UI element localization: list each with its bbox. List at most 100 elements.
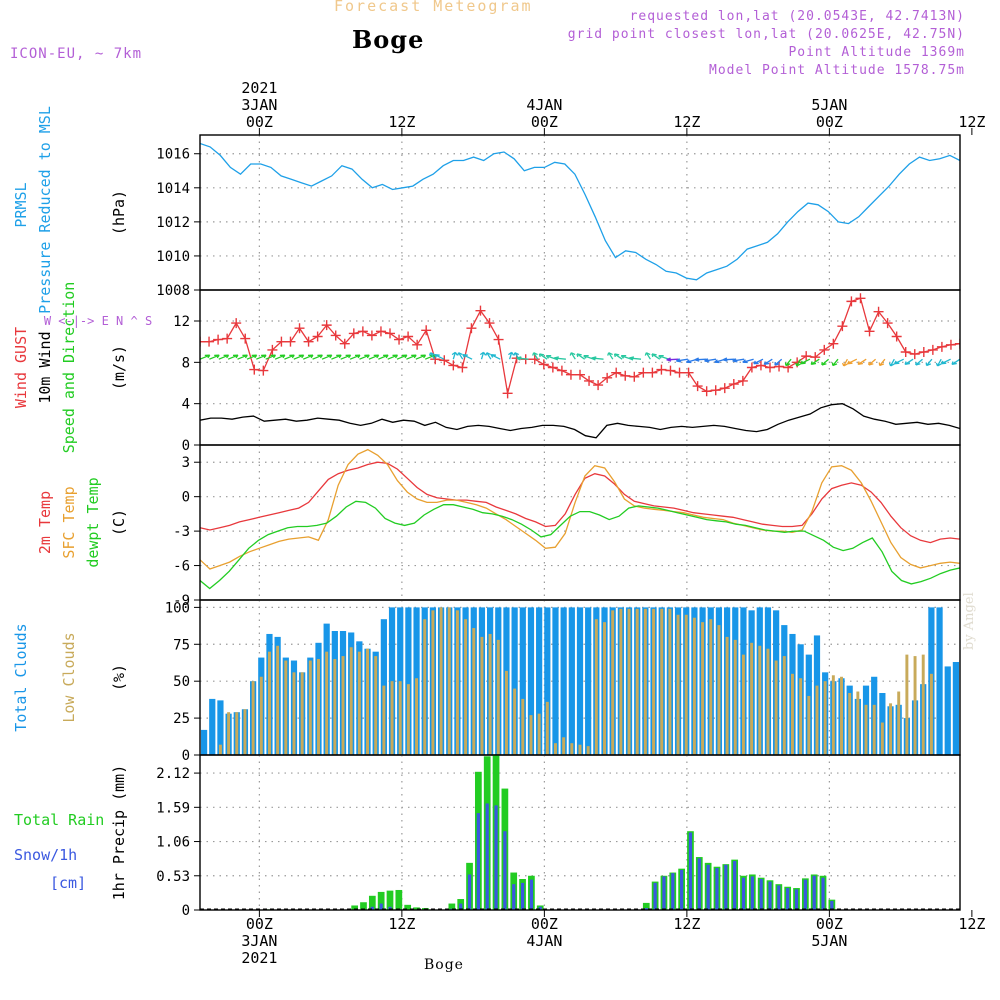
wind-direction-arrow bbox=[857, 358, 867, 366]
precip-bar-total-rain bbox=[395, 889, 403, 910]
clouds-bar-low-clouds bbox=[317, 659, 320, 755]
gust-marker bbox=[330, 330, 341, 341]
clouds-bar-low-clouds bbox=[545, 701, 549, 755]
gust-marker bbox=[918, 347, 929, 357]
clouds-bar-low-clouds bbox=[823, 681, 827, 755]
gust-marker bbox=[394, 334, 405, 345]
gust-marker bbox=[683, 367, 694, 378]
gust-marker bbox=[855, 293, 866, 304]
precip-bar-snow-1h bbox=[671, 873, 675, 910]
wind-direction-arrow bbox=[265, 354, 277, 360]
clouds-bar-low-clouds bbox=[652, 608, 656, 755]
temp-y-tick-label: -9 bbox=[173, 593, 190, 609]
wind-grid bbox=[200, 290, 960, 445]
gust-marker bbox=[755, 360, 766, 371]
wind-direction-arrow bbox=[675, 358, 688, 363]
wind-direction-arrow bbox=[553, 356, 566, 361]
wind-direction-arrow bbox=[651, 353, 661, 360]
gust-marker bbox=[819, 344, 830, 355]
pressure-panel: 1008 1010 1012 1014 1016 (hPa) PRMSL Pressure R… bbox=[12, 106, 961, 314]
gust-marker bbox=[927, 344, 938, 355]
clouds-bar-low-clouds bbox=[643, 608, 647, 755]
wind-direction-arrow bbox=[591, 356, 604, 361]
clouds-bar-low-clouds bbox=[921, 654, 925, 755]
gust-marker bbox=[267, 344, 278, 355]
x-bottom-tick-label: 5JAN bbox=[811, 932, 847, 950]
gust-marker bbox=[584, 375, 595, 386]
clouds-bar-total-clouds bbox=[209, 698, 216, 755]
clouds-bar-low-clouds bbox=[439, 607, 443, 755]
clouds-y-tick-label: 75 bbox=[173, 637, 190, 653]
wind-direction-arrow bbox=[368, 354, 380, 360]
clouds-bar-total-clouds bbox=[217, 700, 224, 755]
wind-direction-arrow bbox=[821, 358, 830, 366]
clouds-bar-low-clouds bbox=[455, 610, 459, 755]
clouds-bar-low-clouds bbox=[594, 619, 598, 755]
clouds-side-label-0: Total Clouds bbox=[12, 623, 30, 731]
precip-bar-snow-1h bbox=[538, 906, 542, 910]
gust-marker bbox=[538, 359, 549, 370]
clouds-bar-low-clouds bbox=[390, 681, 394, 755]
clouds-bar-low-clouds bbox=[872, 704, 876, 755]
gust-marker bbox=[285, 336, 296, 347]
clouds-bar-low-clouds bbox=[758, 645, 762, 755]
clouds-bar-low-clouds bbox=[766, 648, 770, 755]
wind-direction-arrow bbox=[209, 354, 220, 360]
wind-direction-arrow bbox=[434, 354, 445, 360]
clouds-bar-low-clouds bbox=[259, 676, 263, 755]
wind-direction-arrow bbox=[274, 354, 286, 360]
clouds-bar-low-clouds bbox=[676, 614, 680, 755]
gust-marker bbox=[873, 306, 884, 317]
wind-direction-arrow bbox=[607, 352, 614, 360]
wind-direction-arrow bbox=[485, 352, 492, 360]
clouds-y-tick-label: 25 bbox=[173, 711, 190, 727]
gust-marker bbox=[294, 323, 305, 334]
clouds-bar-low-clouds bbox=[529, 715, 533, 755]
gust-marker bbox=[200, 336, 205, 347]
wind-direction-arrow bbox=[810, 358, 820, 366]
wind-direction-arrow bbox=[831, 358, 839, 367]
clouds-bar-total-clouds bbox=[585, 607, 592, 755]
precip-bar-snow-1h bbox=[529, 879, 533, 910]
clouds-bar-low-clouds bbox=[366, 648, 369, 755]
clouds-side-label-1: Low Clouds bbox=[60, 632, 78, 722]
wind-direction-arrow bbox=[237, 354, 248, 360]
gust-marker bbox=[412, 339, 423, 350]
clouds-bar-low-clouds bbox=[856, 691, 860, 755]
clouds-bar-low-clouds bbox=[398, 681, 402, 755]
clouds-bar-low-clouds bbox=[635, 608, 639, 755]
gust-marker bbox=[593, 380, 604, 391]
clouds-bar-low-clouds bbox=[325, 651, 329, 755]
pressure-y-tick-label: 1012 bbox=[156, 215, 190, 231]
wind-direction-arrow bbox=[227, 354, 239, 360]
temp-y-tick-label: 0 bbox=[182, 490, 190, 506]
x-bottom-tick-label: 00Z bbox=[531, 915, 558, 933]
clouds-bar-low-clouds bbox=[578, 744, 582, 755]
precip-bar-snow-1h bbox=[459, 903, 463, 910]
gust-marker bbox=[701, 386, 712, 397]
gust-marker bbox=[276, 336, 287, 347]
x-bottom-tick-label: 12Z bbox=[388, 915, 415, 933]
temp-panel: -9 -6 -3 0 3 (C) 2m Temp SFC Temp dewpt Temp bbox=[36, 444, 961, 609]
clouds-bar-low-clouds bbox=[504, 670, 508, 755]
gust-marker bbox=[240, 333, 251, 344]
pressure-y-tick-label: 1014 bbox=[156, 181, 190, 197]
precip-bar-snow-1h bbox=[520, 882, 525, 910]
gust-marker bbox=[765, 362, 775, 373]
clouds-bar-low-clouds bbox=[251, 681, 255, 755]
clouds-bar-low-clouds bbox=[905, 654, 909, 755]
wind-direction-arrow bbox=[628, 356, 642, 361]
gust-marker bbox=[665, 365, 676, 376]
gust-marker bbox=[249, 364, 260, 375]
wind-direction-arrow bbox=[888, 358, 895, 367]
clouds-bar-low-clouds bbox=[831, 675, 835, 755]
clouds-bar-low-clouds bbox=[562, 737, 566, 755]
gust-marker bbox=[484, 318, 495, 329]
clouds-bar-low-clouds bbox=[692, 617, 696, 755]
gust-marker bbox=[258, 365, 269, 376]
wind-direction-arrow bbox=[732, 358, 745, 363]
model-point-altitude: Model Point Altitude 1578.75m bbox=[709, 63, 965, 78]
precip-bar-snow-1h bbox=[688, 832, 693, 910]
gust-marker bbox=[837, 321, 848, 332]
